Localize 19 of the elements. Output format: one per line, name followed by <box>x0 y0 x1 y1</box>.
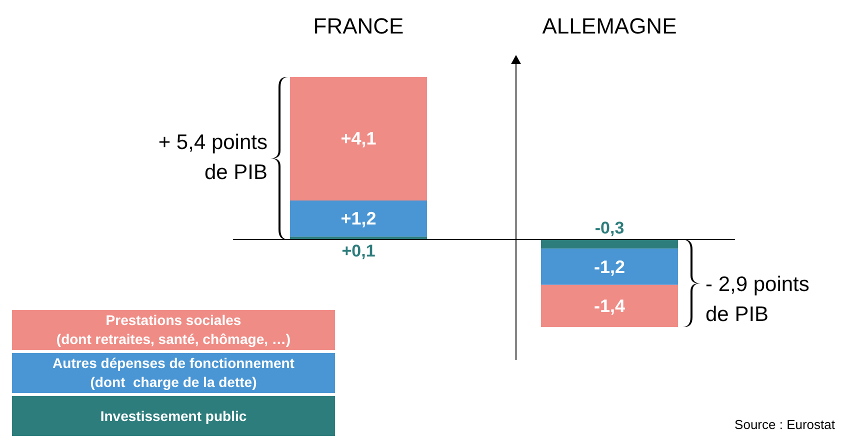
data-label: -1,4 <box>594 296 626 316</box>
text: Prestations sociales (dont retraites, santé, chômage, …) <box>12 310 335 350</box>
annotation: - 2,9 points de PIB <box>706 272 810 328</box>
annotation: + 5,4 points de PIB <box>158 130 268 186</box>
data-label: +4,1 <box>340 128 376 149</box>
data-label: -1,2 <box>594 256 626 277</box>
x-tick-label: FRANCE <box>313 14 404 38</box>
text: Autres dépenses de fonctionnement (dont charge de la dette) <box>12 353 335 393</box>
bar <box>541 284 678 327</box>
bar <box>290 200 427 237</box>
data-label: -0,3 <box>594 218 624 238</box>
bar <box>541 248 678 285</box>
text: Investissement public <box>12 396 335 436</box>
x-tick-label: ALLEMAGNE <box>542 14 677 38</box>
bar <box>290 77 427 200</box>
bar <box>541 240 678 249</box>
source-note: Source : Eurostat <box>734 417 835 433</box>
data-label: +0,1 <box>342 242 376 261</box>
data-label: +1,2 <box>340 208 376 229</box>
